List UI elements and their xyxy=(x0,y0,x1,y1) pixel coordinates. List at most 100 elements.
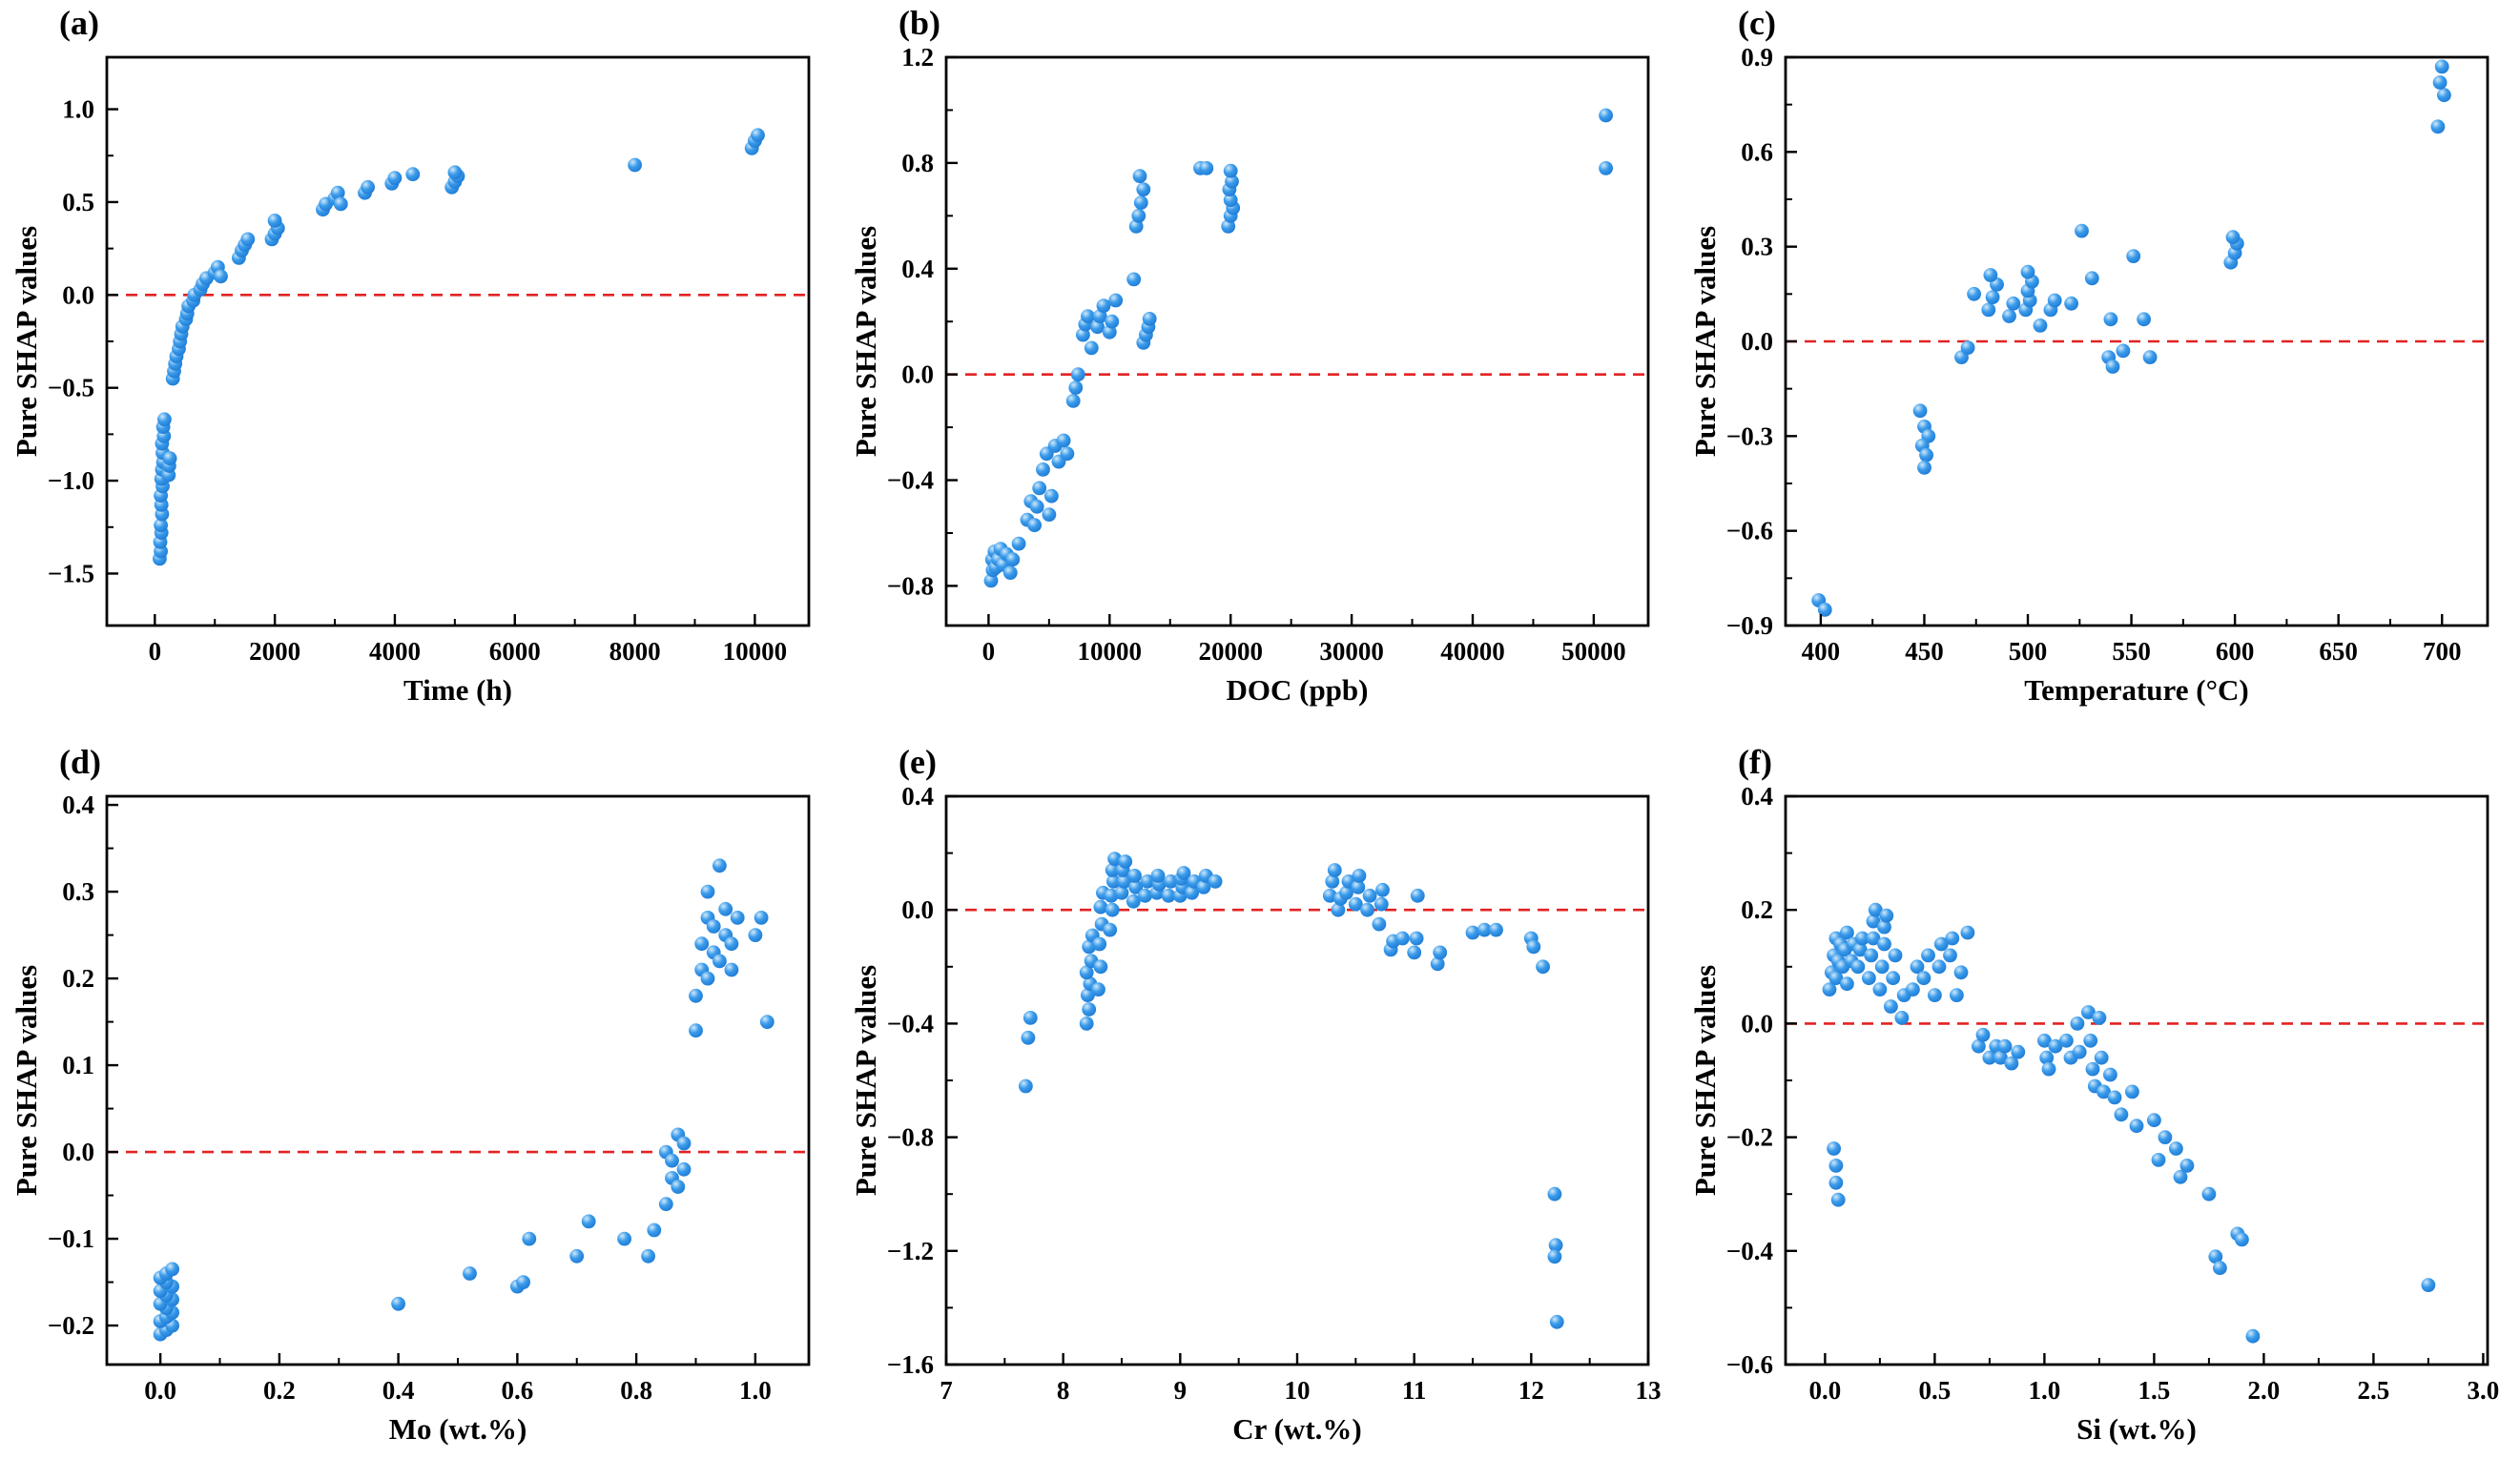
y-axis-title: Pure SHAP values xyxy=(10,964,43,1197)
svg-text:1.0: 1.0 xyxy=(62,95,94,124)
svg-text:3.0: 3.0 xyxy=(2468,1376,2500,1405)
x-axis-title: Mo (wt.%) xyxy=(388,1412,527,1446)
svg-text:10000: 10000 xyxy=(1078,637,1143,666)
svg-text:550: 550 xyxy=(2112,637,2151,666)
svg-text:40000: 40000 xyxy=(1440,637,1505,666)
svg-text:−0.9: −0.9 xyxy=(1726,611,1773,640)
svg-text:1.0: 1.0 xyxy=(2029,1376,2061,1405)
svg-text:−0.4: −0.4 xyxy=(887,466,934,495)
svg-text:0.0: 0.0 xyxy=(1809,1376,1842,1405)
svg-text:400: 400 xyxy=(1802,637,1841,666)
svg-text:4000: 4000 xyxy=(369,637,421,666)
svg-text:11: 11 xyxy=(1402,1376,1427,1405)
panel-c: 400 450 500 550 600 650 700 −0.9 −0.6 −0.3 0.0 0.3 0… xyxy=(1679,0,2518,739)
svg-text:0.8: 0.8 xyxy=(901,149,934,177)
svg-text:0.4: 0.4 xyxy=(901,782,934,811)
svg-text:0.4: 0.4 xyxy=(1741,782,1773,811)
svg-text:−1.2: −1.2 xyxy=(887,1237,934,1265)
svg-text:0.0: 0.0 xyxy=(901,895,934,924)
svg-text:0.5: 0.5 xyxy=(1919,1376,1952,1405)
svg-text:0.5: 0.5 xyxy=(62,188,94,216)
panel-label: (a) xyxy=(59,4,99,42)
svg-text:0.8: 0.8 xyxy=(620,1376,652,1405)
svg-text:−0.8: −0.8 xyxy=(887,571,934,600)
svg-text:10: 10 xyxy=(1285,1376,1311,1405)
svg-text:700: 700 xyxy=(2423,637,2462,666)
x-axis-title: Si (wt.%) xyxy=(2076,1412,2197,1446)
svg-text:−1.0: −1.0 xyxy=(48,466,94,495)
panel-label: (f) xyxy=(1738,743,1772,781)
svg-text:0.2: 0.2 xyxy=(263,1376,296,1405)
svg-text:−0.8: −0.8 xyxy=(887,1123,934,1152)
svg-text:−0.3: −0.3 xyxy=(1726,421,1773,450)
scatter-plot-a: 0 2000 4000 6000 8000 10000 −1.5 −1.0 −0.5 0.0 0.5… xyxy=(48,55,811,666)
svg-text:0: 0 xyxy=(149,637,162,666)
svg-text:−1.5: −1.5 xyxy=(48,559,94,587)
panel-e: 7 8 9 10 11 12 13 −1.6 −1.2 −0.8 −0.4 0.0 0.4 (e) Pu… xyxy=(839,739,1679,1478)
svg-text:−0.6: −0.6 xyxy=(1726,517,1773,545)
svg-text:8000: 8000 xyxy=(609,637,661,666)
panel-f: 0.0 0.5 1.0 1.5 2.0 2.5 3.0 −0.6 −0.4 −0.2 0.0 0.2 0… xyxy=(1679,739,2518,1478)
svg-text:2.5: 2.5 xyxy=(2358,1376,2390,1405)
svg-text:0.6: 0.6 xyxy=(501,1376,533,1405)
y-axis-title: Pure SHAP values xyxy=(1688,964,1722,1197)
svg-text:0.9: 0.9 xyxy=(1741,43,1773,72)
svg-text:0.1: 0.1 xyxy=(62,1051,94,1079)
svg-text:0.0: 0.0 xyxy=(901,360,934,389)
svg-text:−0.4: −0.4 xyxy=(1726,1237,1773,1265)
svg-text:1.2: 1.2 xyxy=(901,43,934,72)
svg-text:8: 8 xyxy=(1057,1376,1070,1405)
svg-text:0.0: 0.0 xyxy=(62,1138,94,1166)
svg-text:30000: 30000 xyxy=(1319,637,1384,666)
x-axis-title: DOC (ppb) xyxy=(1226,673,1369,707)
svg-text:12: 12 xyxy=(1518,1376,1544,1405)
svg-text:1.0: 1.0 xyxy=(739,1376,772,1405)
scatter-plot-b: 0 10000 20000 30000 40000 50000 −0.8 −0.4 0.0 0.4… xyxy=(887,43,1650,666)
x-axis-title: Cr (wt.%) xyxy=(1232,1412,1362,1446)
scatter-plot-f: 0.0 0.5 1.0 1.5 2.0 2.5 3.0 −0.6 −0.4 −0.2 0.0 0.2 0… xyxy=(1726,782,2500,1405)
scatter-plot-d: 0.0 0.2 0.4 0.6 0.8 1.0 −0.2 −0.1 0.0 0.1 0.2 0.3 0.… xyxy=(48,791,811,1405)
panel-label: (c) xyxy=(1738,4,1776,42)
panel-b: 0 10000 20000 30000 40000 50000 −0.8 −0.4 0.0 0.4… xyxy=(839,0,1679,739)
svg-text:1.5: 1.5 xyxy=(2138,1376,2171,1405)
y-axis-title: Pure SHAP values xyxy=(849,225,882,458)
svg-text:−1.6: −1.6 xyxy=(887,1350,934,1379)
svg-text:0.0: 0.0 xyxy=(1741,1009,1773,1037)
svg-text:450: 450 xyxy=(1905,637,1944,666)
panel-label: (d) xyxy=(59,743,101,781)
y-axis-title: Pure SHAP values xyxy=(1688,225,1722,458)
svg-text:−0.2: −0.2 xyxy=(1726,1123,1773,1152)
y-axis-title: Pure SHAP values xyxy=(849,964,882,1197)
svg-text:0.2: 0.2 xyxy=(1741,895,1773,924)
svg-text:20000: 20000 xyxy=(1198,637,1263,666)
x-axis-title: Time (h) xyxy=(403,673,512,707)
svg-text:0.3: 0.3 xyxy=(62,877,94,906)
svg-text:0.4: 0.4 xyxy=(62,791,94,819)
svg-text:650: 650 xyxy=(2319,637,2358,666)
panel-label: (e) xyxy=(899,743,937,781)
svg-text:0.2: 0.2 xyxy=(62,964,94,993)
y-axis-title: Pure SHAP values xyxy=(10,225,43,458)
panel-d: 0.0 0.2 0.4 0.6 0.8 1.0 −0.2 −0.1 0.0 0.1 0.2 0.3 0.… xyxy=(0,739,839,1478)
svg-text:500: 500 xyxy=(2009,637,2048,666)
svg-text:−0.4: −0.4 xyxy=(887,1009,934,1037)
svg-text:−0.1: −0.1 xyxy=(48,1224,94,1253)
svg-text:0.4: 0.4 xyxy=(382,1376,415,1405)
svg-text:6000: 6000 xyxy=(489,637,541,666)
svg-text:10000: 10000 xyxy=(723,637,788,666)
svg-text:−0.6: −0.6 xyxy=(1726,1350,1773,1379)
svg-text:2.0: 2.0 xyxy=(2248,1376,2281,1405)
panel-a: 0 2000 4000 6000 8000 10000 −1.5 −1.0 −0.5 0.0 0.5… xyxy=(0,0,839,739)
svg-text:13: 13 xyxy=(1636,1376,1662,1405)
svg-text:0: 0 xyxy=(982,637,996,666)
svg-text:0.6: 0.6 xyxy=(1741,137,1773,166)
scatter-plot-c: 400 450 500 550 600 650 700 −0.9 −0.6 −0.3 0.0 0.3 0… xyxy=(1726,43,2489,666)
svg-text:−0.2: −0.2 xyxy=(48,1311,94,1340)
svg-text:0.4: 0.4 xyxy=(901,255,934,283)
x-axis-title: Temperature (°C) xyxy=(2024,673,2249,707)
scatter-plot-e: 7 8 9 10 11 12 13 −1.6 −1.2 −0.8 −0.4 0.0 0.4 xyxy=(887,782,1662,1405)
svg-text:−0.5: −0.5 xyxy=(48,374,94,402)
svg-text:50000: 50000 xyxy=(1561,637,1626,666)
svg-text:0.0: 0.0 xyxy=(144,1376,176,1405)
